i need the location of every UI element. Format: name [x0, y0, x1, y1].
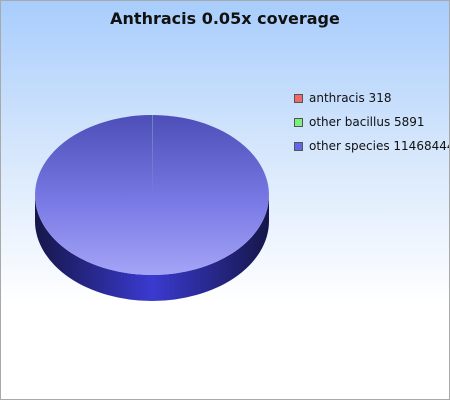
legend-swatch-other-bacillus	[294, 117, 303, 127]
legend-label-other-species: other species 11468444	[309, 139, 450, 153]
legend-swatch-anthracis	[294, 93, 303, 103]
chart-title: Anthracis 0.05x coverage	[110, 9, 340, 28]
legend: anthracis 318 other bacillus 5891 other …	[294, 86, 450, 158]
legend-swatch-other-species	[294, 141, 303, 151]
legend-item-other-species: other species 11468444	[294, 134, 450, 158]
pie-slice-other-species	[35, 115, 270, 276]
pie-side-wall	[35, 195, 269, 301]
legend-label-anthracis: anthracis 318	[309, 91, 392, 105]
legend-label-other-bacillus: other bacillus 5891	[309, 115, 425, 129]
legend-item-anthracis: anthracis 318	[294, 86, 449, 110]
legend-item-other-bacillus: other bacillus 5891	[294, 110, 449, 134]
